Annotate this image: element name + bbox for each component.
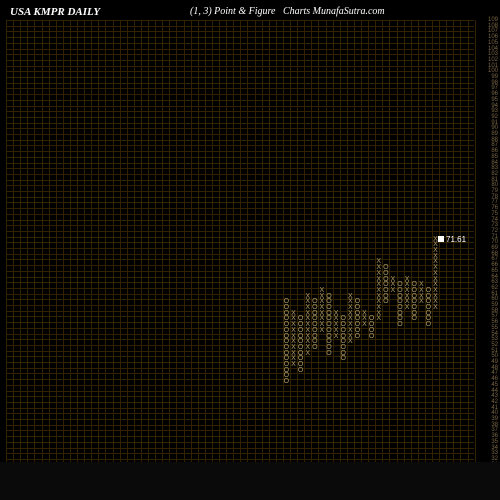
pnf-o-mark: O — [340, 356, 347, 362]
grid-v — [169, 20, 170, 470]
grid-v — [269, 20, 270, 470]
grid-v — [389, 20, 390, 470]
pnf-o-mark: O — [397, 322, 404, 328]
grid-v — [70, 20, 71, 470]
grid-v — [162, 20, 163, 470]
pnf-x-mark: X — [333, 334, 340, 340]
last-price-value: 71.61 — [446, 235, 466, 244]
pnf-x-mark: X — [389, 288, 396, 294]
grid-v — [176, 20, 177, 470]
grid-v — [205, 20, 206, 470]
grid-v — [84, 20, 85, 470]
grid-v — [49, 20, 50, 470]
grid-v — [304, 20, 305, 470]
pnf-x-mark: X — [404, 305, 411, 311]
last-price-marker: 71.61 — [438, 235, 466, 244]
grid-v — [184, 20, 185, 470]
grid-v — [382, 20, 383, 470]
pnf-o-mark: O — [354, 334, 361, 340]
grid-v — [155, 20, 156, 470]
grid-v — [354, 20, 355, 470]
pnf-x-mark: X — [318, 328, 325, 334]
grid-v — [20, 20, 21, 470]
grid-v — [13, 20, 14, 470]
grid-v — [63, 20, 64, 470]
pnf-x-mark: X — [361, 322, 368, 328]
grid-v — [290, 20, 291, 470]
pnf-x-mark: X — [290, 362, 297, 368]
grid-v — [127, 20, 128, 470]
grid-v — [276, 20, 277, 470]
grid-v — [240, 20, 241, 470]
grid-v — [247, 20, 248, 470]
grid-v — [226, 20, 227, 470]
grid-v — [34, 20, 35, 470]
pnf-o-mark: O — [311, 345, 318, 351]
grid-v — [98, 20, 99, 470]
grid-v — [233, 20, 234, 470]
grid-v — [311, 20, 312, 470]
grid-v — [397, 20, 398, 470]
y-axis: 1091081071061051041031021011009998979695… — [476, 20, 498, 470]
grid-v — [105, 20, 106, 470]
grid-v — [262, 20, 263, 470]
grid-v — [425, 20, 426, 470]
grid-v — [255, 20, 256, 470]
last-price-box-icon — [438, 236, 444, 242]
grid-v — [297, 20, 298, 470]
bottom-band — [0, 462, 500, 500]
pnf-o-mark: O — [297, 368, 304, 374]
grid-v — [283, 20, 284, 470]
chart-title-center: (1, 3) Point & Figure Charts MunafaSutra… — [190, 6, 385, 17]
pnf-x-mark: X — [375, 316, 382, 322]
grid-v — [77, 20, 78, 470]
grid-v — [27, 20, 28, 470]
grid-v — [326, 20, 327, 470]
grid-v — [113, 20, 114, 470]
grid-v — [191, 20, 192, 470]
grid-v — [42, 20, 43, 470]
pnf-x-mark: X — [347, 339, 354, 345]
grid-v — [468, 20, 469, 470]
pnf-o-mark: O — [368, 334, 375, 340]
pnf-o-mark: O — [326, 351, 333, 357]
grid-v — [340, 20, 341, 470]
grid-v — [212, 20, 213, 470]
grid-v — [318, 20, 319, 470]
grid-v — [460, 20, 461, 470]
grid-v — [446, 20, 447, 470]
grid-v — [219, 20, 220, 470]
grid-v — [375, 20, 376, 470]
pnf-x-mark: X — [418, 299, 425, 305]
pnf-x-mark: X — [432, 305, 439, 311]
grid-v — [198, 20, 199, 470]
grid-v — [411, 20, 412, 470]
grid-v — [134, 20, 135, 470]
grid-v — [347, 20, 348, 470]
pnf-o-mark: O — [382, 299, 389, 305]
chart-title-left: USA KMPR DAILY — [10, 6, 100, 18]
grid-v — [56, 20, 57, 470]
pnf-o-mark: O — [411, 316, 418, 322]
pnf-o-mark: O — [425, 322, 432, 328]
grid-v — [404, 20, 405, 470]
pnf-x-mark: X — [304, 351, 311, 357]
grid-v — [453, 20, 454, 470]
grid-v — [418, 20, 419, 470]
grid-v — [91, 20, 92, 470]
grid-v — [361, 20, 362, 470]
grid-v — [120, 20, 121, 470]
grid-v — [148, 20, 149, 470]
grid-v — [6, 20, 7, 470]
chart-grid-area: OOOOOOOOOOOOOOOXXXXXXXXXXOOOOOOOOOOXXXXX… — [6, 20, 474, 470]
grid-v — [368, 20, 369, 470]
pnf-o-mark: O — [283, 379, 290, 385]
grid-v — [439, 20, 440, 470]
chart-header: USA KMPR DAILY (1, 3) Point & Figure Cha… — [0, 6, 500, 26]
grid-v — [333, 20, 334, 470]
grid-v — [141, 20, 142, 470]
